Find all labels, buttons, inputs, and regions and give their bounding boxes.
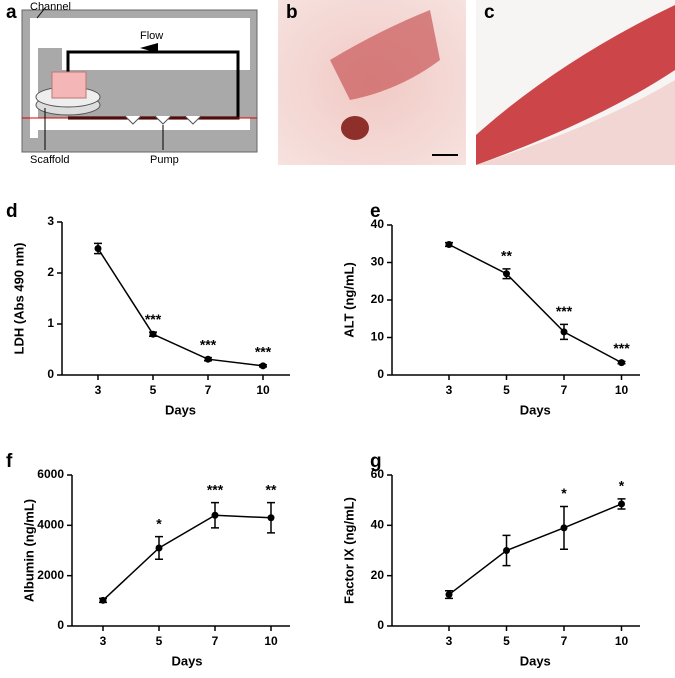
x-tick-label: 3 [100, 634, 107, 648]
y-tick-label: 40 [371, 217, 385, 231]
significance-label: * [156, 515, 162, 531]
data-point [99, 596, 107, 604]
significance-label: * [619, 478, 625, 494]
x-tick-label: 3 [95, 383, 102, 397]
x-tick-label: 10 [264, 634, 278, 648]
x-tick-label: 10 [615, 383, 629, 397]
histology-image [278, 0, 466, 165]
y-axis-label: Factor IX (ng/mL) [341, 497, 356, 604]
significance-label: *** [200, 336, 217, 352]
significance-label: ** [501, 248, 512, 264]
x-tick-label: 3 [446, 634, 453, 648]
x-tick-label: 7 [212, 634, 219, 648]
significance-label: ** [266, 481, 277, 497]
x-axis-label: Days [165, 402, 196, 417]
data-point [560, 524, 568, 532]
data-line [448, 503, 622, 596]
y-tick-label: 10 [371, 330, 385, 344]
data-point [618, 500, 625, 508]
y-tick-label: 0 [377, 367, 384, 381]
y-tick-label: 0 [57, 618, 64, 632]
x-tick-label: 10 [256, 383, 270, 397]
data-point [211, 511, 219, 519]
diagram-label: Pump [150, 154, 179, 166]
y-tick-label: 2000 [37, 568, 64, 582]
y-tick-label: 20 [371, 568, 385, 582]
y-tick-label: 20 [371, 292, 385, 306]
data-point [155, 544, 163, 552]
y-tick-label: 3 [47, 214, 54, 228]
x-tick-label: 7 [561, 383, 568, 397]
significance-label: * [561, 485, 567, 501]
significance-label: *** [556, 303, 573, 319]
y-axis-label: LDH (Abs 490 nm) [11, 243, 26, 355]
y-axis-label: ALT (ng/mL) [341, 262, 356, 338]
x-tick-label: 3 [446, 383, 453, 397]
significance-label: *** [255, 344, 272, 360]
data-line [448, 243, 622, 364]
y-tick-label: 0 [377, 618, 384, 632]
diagram-label: Scaffold [30, 154, 70, 166]
data-point [445, 241, 453, 248]
x-tick-label: 5 [503, 383, 510, 397]
panel-label: g [370, 451, 382, 472]
x-tick-label: 10 [615, 634, 629, 648]
x-tick-label: 5 [503, 634, 510, 648]
data-point [503, 270, 510, 278]
y-tick-label: 30 [371, 255, 385, 269]
data-line [102, 514, 272, 601]
device-diagram [21, 7, 258, 153]
data-point [445, 591, 453, 599]
x-tick-label: 7 [561, 634, 568, 648]
significance-label: *** [145, 311, 162, 327]
y-tick-label: 0 [47, 367, 54, 381]
panel-label: d [6, 201, 18, 222]
x-tick-label: 5 [150, 383, 157, 397]
data-point [204, 355, 212, 363]
x-axis-label: Days [520, 653, 551, 668]
y-tick-label: 6000 [37, 467, 64, 481]
panel-label: f [6, 451, 13, 472]
panel-label: e [370, 201, 381, 222]
x-tick-label: 5 [156, 634, 163, 648]
histology-image [476, 0, 675, 165]
data-point [560, 328, 568, 336]
data-point [149, 330, 157, 338]
data-point [94, 245, 102, 253]
panel-label: a [6, 2, 17, 23]
panel-label: b [286, 2, 298, 23]
x-axis-label: Days [520, 402, 551, 417]
diagram-label: Channel [30, 1, 71, 13]
data-point [259, 362, 267, 370]
data-point [618, 359, 625, 367]
y-tick-label: 1 [47, 316, 54, 330]
y-axis-label: Albumin (ng/mL) [21, 499, 36, 602]
diagram-label: Flow [140, 30, 163, 42]
x-axis-label: Days [171, 653, 202, 668]
significance-label: *** [207, 481, 224, 497]
significance-label: *** [613, 340, 630, 356]
y-tick-label: 4000 [37, 518, 64, 532]
data-line [97, 248, 264, 367]
y-tick-label: 60 [371, 467, 385, 481]
panel-label: c [484, 2, 495, 23]
data-point [503, 547, 510, 554]
y-tick-label: 40 [371, 518, 385, 532]
x-tick-label: 7 [205, 383, 212, 397]
y-tick-label: 2 [47, 265, 54, 279]
data-point [267, 514, 275, 522]
